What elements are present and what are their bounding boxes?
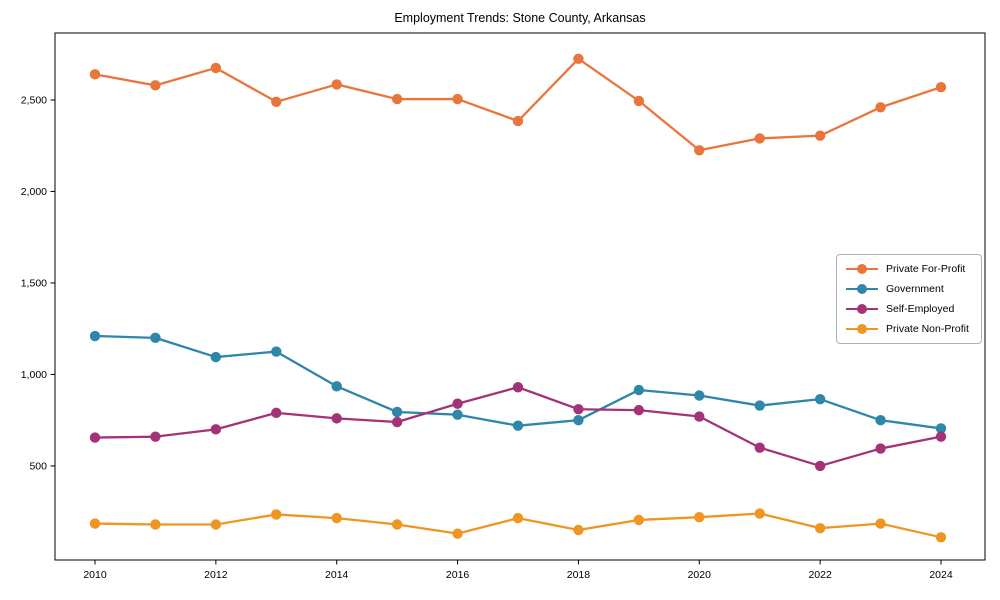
data-point-marker (814, 460, 826, 472)
x-tick-label: 2016 (446, 569, 470, 581)
x-tick-label: 2018 (567, 569, 591, 581)
data-point-marker (633, 95, 645, 107)
data-point-marker (331, 413, 342, 424)
data-point-marker (694, 145, 705, 156)
data-point-marker (331, 512, 342, 524)
y-tick-label: 2,000 (21, 186, 47, 198)
data-point-marker (89, 518, 101, 529)
series-self-employed (89, 382, 947, 472)
data-point-marker (331, 79, 342, 90)
legend-label: Self-Employed (886, 303, 955, 315)
data-point-marker (391, 416, 403, 428)
data-point-marker (875, 518, 886, 529)
plot-border (54, 32, 986, 561)
data-point-marker (754, 133, 765, 144)
data-point-marker (814, 522, 826, 534)
data-point-marker (935, 431, 947, 442)
data-point-marker (754, 508, 765, 519)
data-point-marker (694, 411, 705, 422)
legend-item-private-for-profit: Private For-Profit (846, 262, 973, 276)
x-tick-label: 2022 (808, 569, 832, 581)
data-point-marker (150, 519, 161, 530)
series-private-non-profit (89, 508, 947, 543)
data-point-marker (271, 509, 282, 520)
legend: Private For-Profit Government Self-Emplo… (836, 254, 982, 344)
y-tick-label: 1,000 (21, 369, 47, 381)
data-point-marker (210, 519, 222, 530)
x-tick-label: 2012 (204, 569, 228, 581)
data-point-marker (150, 431, 161, 442)
chart-title: Employment Trends: Stone County, Arkansa… (394, 11, 646, 25)
line-marker-icon (846, 264, 878, 274)
data-point-marker (814, 393, 826, 405)
data-point-marker (935, 423, 947, 434)
legend-item-private-non-profit: Private Non-Profit (846, 322, 973, 336)
legend-item-government: Government (846, 282, 973, 296)
data-point-marker (875, 443, 886, 454)
line-marker-icon (846, 284, 878, 294)
series-government (89, 330, 947, 434)
data-point-marker (89, 330, 101, 342)
data-point-marker (754, 400, 765, 411)
data-point-marker (391, 519, 403, 530)
data-point-marker (633, 384, 645, 396)
data-point-marker (573, 414, 584, 426)
y-tick-label: 2,500 (21, 94, 47, 106)
data-point-marker (512, 512, 524, 524)
data-point-marker (573, 53, 584, 65)
series-line (93, 57, 943, 152)
series-private-for-profit (89, 53, 947, 156)
data-point-marker (452, 409, 463, 420)
data-point-marker (452, 528, 463, 539)
data-point-marker (694, 511, 705, 523)
x-tick-label: 2010 (83, 569, 107, 581)
data-point-marker (210, 351, 222, 363)
data-point-marker (210, 62, 222, 74)
x-tick-label: 2024 (929, 569, 953, 581)
data-point-marker (573, 404, 584, 415)
data-point-marker (814, 130, 826, 141)
data-point-marker (89, 69, 101, 80)
data-point-marker (935, 81, 947, 93)
data-point-marker (271, 407, 282, 419)
line-marker-icon (846, 324, 878, 334)
data-point-marker (391, 93, 403, 105)
data-point-marker (875, 414, 886, 426)
data-point-marker (331, 381, 342, 392)
data-point-marker (512, 420, 524, 431)
y-tick-label: 500 (29, 460, 47, 472)
data-point-marker (391, 406, 403, 418)
data-point-marker (875, 102, 886, 113)
legend-label: Private For-Profit (886, 263, 966, 275)
data-point-marker (452, 398, 463, 409)
data-point-marker (694, 390, 705, 401)
data-point-marker (210, 424, 222, 435)
data-point-marker (89, 432, 101, 443)
data-point-marker (512, 115, 524, 127)
legend-item-self-employed: Self-Employed (846, 302, 973, 316)
data-point-marker (271, 96, 282, 108)
data-point-marker (150, 332, 161, 344)
legend-label: Government (886, 283, 944, 295)
data-point-marker (150, 80, 161, 91)
data-point-marker (452, 93, 463, 105)
data-point-marker (512, 382, 524, 393)
line-marker-icon (846, 304, 878, 314)
data-point-marker (935, 532, 947, 543)
y-tick-label: 1,500 (21, 277, 47, 289)
data-point-marker (573, 524, 584, 536)
data-point-marker (754, 442, 765, 453)
data-point-marker (633, 514, 645, 526)
x-tick-label: 2020 (688, 569, 712, 581)
x-tick-label: 2014 (325, 569, 349, 581)
data-point-marker (633, 404, 645, 416)
legend-label: Private Non-Profit (886, 323, 969, 335)
data-point-marker (271, 346, 282, 357)
